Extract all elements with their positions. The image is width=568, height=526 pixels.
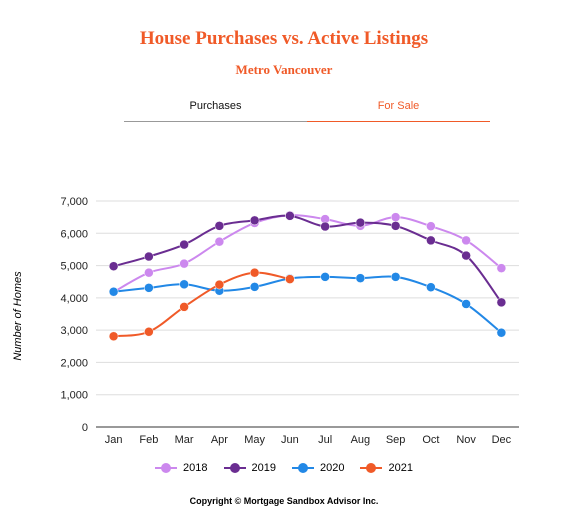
x-tick-label: Jul	[318, 434, 332, 446]
data-point-2019	[108, 261, 119, 271]
data-point-2021	[285, 274, 295, 284]
y-tick-label: 2,000	[60, 357, 88, 369]
data-point-2018	[179, 258, 189, 269]
data-point-2018	[390, 212, 401, 222]
x-tick-label: Nov	[456, 434, 476, 446]
data-point-2020	[355, 273, 366, 283]
data-point-2020	[179, 279, 189, 290]
legend-item-2019[interactable]: 2019	[223, 462, 276, 474]
x-tick-label: May	[244, 434, 265, 446]
data-point-2020	[108, 286, 119, 297]
chart-title: House Purchases vs. Active Listings	[139, 28, 429, 49]
x-tick-label: Jan	[105, 434, 123, 446]
data-point-2019	[144, 251, 154, 262]
copyright-text: Copyright © Mortgage Sandbox Advisor Inc…	[189, 496, 379, 506]
data-point-2019	[496, 297, 507, 308]
tab-purchases[interactable]: Purchases	[124, 100, 307, 122]
tab-bar: Purchases For Sale	[124, 100, 490, 122]
data-point-2020	[144, 283, 154, 293]
data-point-2021	[214, 279, 225, 290]
legend-label: 2021	[388, 462, 413, 474]
data-point-2020	[249, 282, 260, 292]
data-point-2019	[390, 221, 401, 231]
y-tick-label: 4,000	[60, 293, 88, 305]
series-line-2018	[113, 214, 502, 293]
x-tick-label: Feb	[139, 434, 158, 446]
data-point-2021	[144, 327, 154, 337]
y-tick-label: 0	[82, 422, 88, 434]
legend-swatch	[360, 463, 383, 473]
data-point-2020	[426, 282, 436, 292]
x-tick-label: Oct	[422, 434, 439, 446]
legend-swatch-dot	[161, 463, 172, 473]
x-tick-label: Dec	[492, 434, 512, 446]
legend-swatch	[223, 463, 246, 473]
data-point-2021	[179, 302, 189, 312]
tab-purchases-underline	[124, 121, 307, 122]
legend-swatch-dot	[229, 463, 240, 473]
data-point-2019	[179, 239, 189, 250]
legend-swatch	[155, 463, 178, 473]
y-tick-label: 5,000	[60, 261, 88, 273]
tab-purchases-label: Purchases	[189, 100, 242, 112]
legend-swatch-dot	[298, 463, 308, 473]
tab-for-sale[interactable]: For Sale	[307, 100, 490, 122]
data-point-2019	[320, 221, 330, 232]
data-point-2018	[461, 235, 471, 246]
data-point-2021	[249, 267, 260, 278]
data-point-2019	[426, 235, 436, 246]
data-point-2020	[320, 272, 330, 282]
data-point-2018	[214, 236, 225, 247]
legend-label: 2020	[320, 462, 345, 474]
y-tick-label: 3,000	[60, 325, 88, 337]
legend-item-2020[interactable]: 2020	[292, 462, 344, 474]
data-point-2019	[249, 215, 260, 226]
data-point-2021	[108, 331, 119, 342]
chart-subtitle: Metro Vancouver	[235, 62, 333, 77]
data-point-2018	[496, 263, 507, 273]
y-tick-label: 6,000	[60, 228, 88, 240]
data-point-2020	[461, 299, 471, 309]
data-point-2019	[461, 250, 471, 261]
data-point-2020	[390, 272, 401, 282]
x-tick-label: Mar	[175, 434, 194, 446]
data-point-2019	[214, 221, 225, 231]
x-tick-label: Apr	[211, 434, 228, 446]
series-line-2020	[113, 275, 503, 334]
data-point-2019	[355, 217, 366, 228]
data-point-2018	[426, 221, 436, 231]
legend-item-2018[interactable]: 2018	[155, 462, 208, 474]
series-line-2021	[113, 271, 291, 338]
data-point-2019	[285, 211, 295, 221]
x-tick-label: Jun	[281, 434, 299, 446]
y-tick-label: 7,000	[60, 196, 88, 208]
x-tick-label: Aug	[351, 434, 371, 446]
legend-label: 2019	[251, 462, 276, 474]
x-tick-label: Sep	[386, 434, 406, 446]
legend-swatch-dot	[366, 463, 377, 473]
legend-item-2021[interactable]: 2021	[360, 462, 413, 474]
legend-label: 2018	[183, 462, 208, 474]
data-point-2020	[496, 327, 507, 338]
chart-legend: 2018 2019 2020 2021	[0, 462, 568, 474]
y-tick-label: 1,000	[60, 390, 88, 402]
tab-for-sale-underline	[307, 121, 490, 122]
tab-for-sale-label: For Sale	[377, 100, 420, 112]
series-line-2019	[113, 214, 503, 303]
legend-swatch	[292, 463, 314, 473]
data-point-2018	[144, 267, 154, 278]
